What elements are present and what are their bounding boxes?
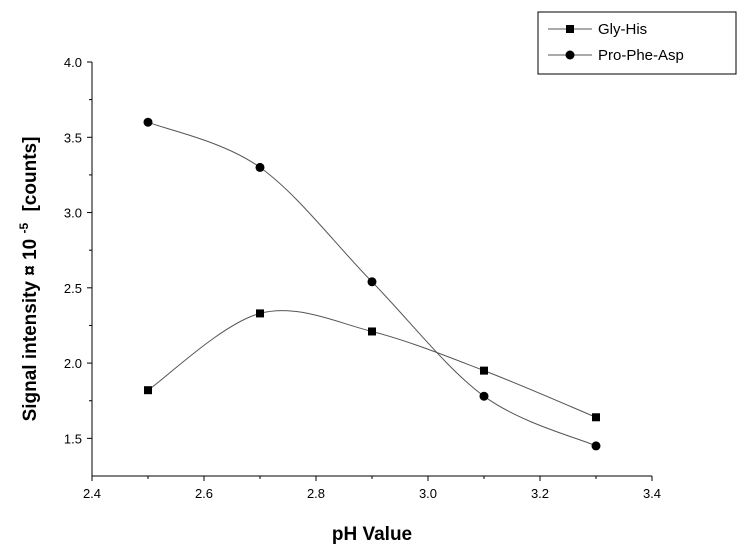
plot-frame xyxy=(91,62,652,477)
data-point-circle xyxy=(479,391,489,401)
x-tick-label: 3.2 xyxy=(531,486,549,501)
y-axis-title-exponent: -5 xyxy=(17,222,31,233)
series-line-0 xyxy=(147,310,597,418)
data-point-circle xyxy=(255,162,265,172)
x-axis-ticks: 2.4 2.6 2.8 3.0 3.2 3.4 xyxy=(83,476,661,501)
series-markers xyxy=(143,117,601,451)
y-tick-label: 2.5 xyxy=(64,281,82,296)
data-point-circle xyxy=(143,117,153,127)
legend: Gly-His Pro-Phe-Asp xyxy=(537,11,737,75)
legend-label: Gly-His xyxy=(598,21,647,38)
legend-box xyxy=(537,11,737,75)
x-tick-label: 3.0 xyxy=(419,486,437,501)
data-point-circle xyxy=(367,277,377,287)
x-tick-label: 2.4 xyxy=(83,486,101,501)
legend-marker-circle xyxy=(565,50,575,60)
data-point-square xyxy=(144,386,152,395)
data-point-square xyxy=(592,413,600,422)
y-axis-title-unit: [counts] xyxy=(20,137,41,212)
x-tick-label: 2.8 xyxy=(307,486,325,501)
legend-label: Pro-Phe-Asp xyxy=(598,47,684,64)
y-tick-label: 3.0 xyxy=(64,206,82,221)
y-tick-label: 4.0 xyxy=(64,55,82,70)
x-tick-label: 2.6 xyxy=(195,486,213,501)
data-point-square xyxy=(368,327,376,336)
x-tick-label: 3.4 xyxy=(643,486,661,501)
legend-marker-square xyxy=(566,25,574,33)
x-axis-title: pH Value xyxy=(332,524,412,544)
y-axis-title-main: Signal intensity ¤ 10 xyxy=(20,239,41,422)
y-axis-ticks: 1.5 2.0 2.5 3.0 3.5 4.0 xyxy=(64,55,92,446)
y-tick-label: 2.0 xyxy=(64,356,82,371)
y-tick-label: 3.5 xyxy=(64,130,82,145)
y-tick-label: 1.5 xyxy=(64,431,82,446)
data-point-circle xyxy=(591,441,601,451)
data-point-square xyxy=(480,366,488,375)
data-point-square xyxy=(256,309,264,318)
y-axis-title: Signal intensity ¤ 10 -5 [counts] xyxy=(12,137,41,422)
